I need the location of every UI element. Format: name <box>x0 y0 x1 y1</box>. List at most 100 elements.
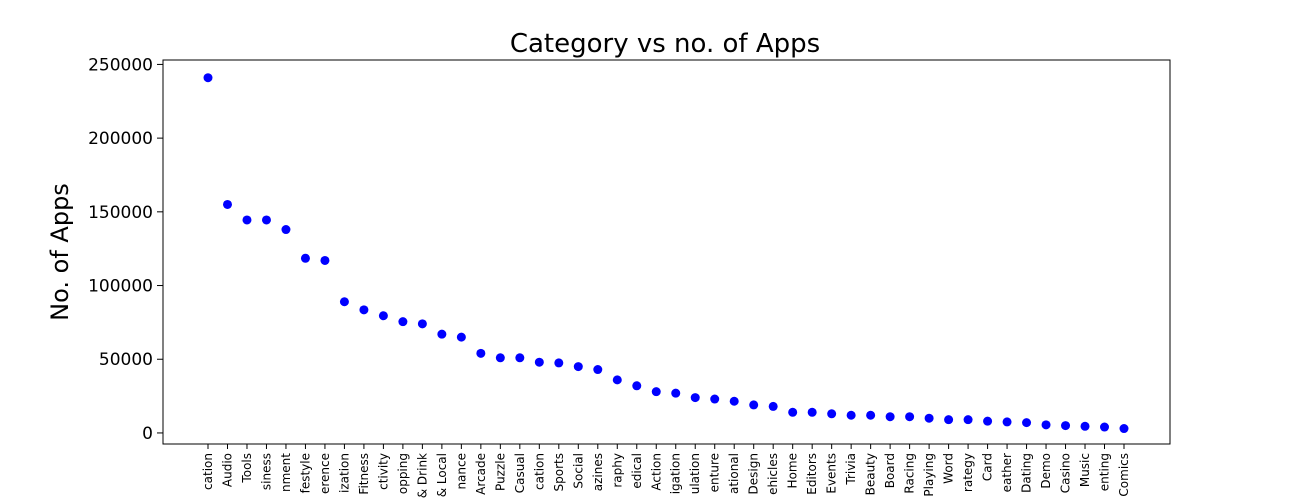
x-tick-label: cation <box>532 453 546 490</box>
y-tick-label: 0 <box>142 424 153 444</box>
x-tick-label: Word <box>942 453 956 484</box>
x-tick-label: Sports <box>552 453 566 491</box>
data-point <box>885 412 895 422</box>
data-point <box>437 329 447 339</box>
data-point <box>261 215 271 225</box>
data-point <box>963 415 973 425</box>
data-point <box>1022 418 1032 428</box>
data-point <box>534 357 544 367</box>
data-point <box>983 416 993 426</box>
data-point <box>710 394 720 404</box>
data-point <box>612 375 622 385</box>
x-tick-label: Arcade <box>474 453 488 495</box>
data-point <box>281 225 291 235</box>
data-point <box>827 409 837 419</box>
x-tick-label: Playing <box>922 453 936 497</box>
x-tick-label: ization <box>337 453 351 493</box>
x-tick-label: Demo <box>1039 453 1053 489</box>
x-tick-label: enting <box>1098 453 1112 491</box>
x-tick-label: Dating <box>1020 453 1034 493</box>
x-tick-label: & Drink <box>415 453 429 498</box>
x-tick-label: ehicles <box>766 453 780 495</box>
data-point <box>788 407 798 417</box>
x-tick-label: Casual <box>513 453 527 493</box>
x-tick-label: Social <box>571 453 585 489</box>
data-point <box>846 410 856 420</box>
x-tick-label: enture <box>708 453 722 492</box>
x-tick-label: & Local <box>435 453 449 497</box>
x-tick-label: Editors <box>805 453 819 495</box>
data-point <box>671 388 681 398</box>
y-tick-label: 250000 <box>88 55 153 75</box>
x-tick-label: Home <box>786 453 800 488</box>
data-point <box>1041 420 1051 430</box>
x-tick-label: nment <box>279 453 293 492</box>
x-tick-label: edical <box>630 453 644 489</box>
x-tick-label: Action <box>649 453 663 491</box>
x-tick-label: Casino <box>1059 453 1073 493</box>
x-tick-label: ational <box>727 453 741 494</box>
data-point <box>593 365 603 375</box>
plot-frame <box>162 59 1171 445</box>
x-tick-label: nance <box>454 453 468 490</box>
x-tick-label: eather <box>1000 453 1014 492</box>
data-point <box>905 412 915 422</box>
data-point <box>515 353 525 363</box>
data-point <box>417 319 427 329</box>
x-tick-label: Racing <box>903 453 917 494</box>
x-tick-label: siness <box>259 453 273 490</box>
data-point <box>807 407 817 417</box>
x-tick-label: Trivia <box>844 453 858 486</box>
y-tick-label: 150000 <box>88 203 153 223</box>
y-tick-label: 50000 <box>99 350 153 370</box>
data-point <box>866 410 876 420</box>
data-point <box>320 255 330 265</box>
data-point <box>339 297 349 307</box>
chart-title: Category vs no. of Apps <box>510 29 820 59</box>
data-point <box>222 199 232 209</box>
data-point <box>729 396 739 406</box>
x-tick-label: Comics <box>1117 453 1131 497</box>
data-point <box>749 400 759 410</box>
data-point <box>242 215 252 225</box>
x-tick-label: azines <box>591 453 605 491</box>
x-tick-label: Music <box>1078 453 1092 487</box>
x-tick-label: rategy <box>961 453 975 492</box>
x-tick-label: opping <box>396 453 410 494</box>
x-tick-label: raphy <box>610 453 624 488</box>
x-tick-label: ctivity <box>376 453 390 490</box>
data-point <box>1100 422 1110 432</box>
data-point <box>398 317 408 327</box>
data-point <box>456 332 466 342</box>
data-point <box>944 415 954 425</box>
x-tick-label: Events <box>825 453 839 494</box>
data-point <box>924 413 934 423</box>
data-point <box>690 393 700 403</box>
data-point <box>632 381 642 391</box>
x-tick-label: igation <box>669 453 683 494</box>
data-point <box>573 362 583 372</box>
data-point <box>476 348 486 358</box>
x-tick-label: ulation <box>688 453 702 494</box>
data-point <box>1002 417 1012 427</box>
data-point <box>495 353 505 363</box>
data-point <box>203 73 213 83</box>
x-axis: cation Audio Tools siness nment festyle erence… <box>201 444 1131 498</box>
x-tick-label: erence <box>318 453 332 494</box>
x-tick-label: Fitness <box>357 453 371 495</box>
data-point <box>651 387 661 397</box>
x-tick-label: Tools <box>240 453 254 484</box>
data-point <box>300 253 310 263</box>
x-tick-label: Card <box>981 453 995 481</box>
data-point <box>1080 421 1090 431</box>
x-tick-label: Puzzle <box>493 453 507 491</box>
x-tick-label: Design <box>747 453 761 494</box>
x-tick-label: Audio <box>220 453 234 487</box>
data-point <box>554 358 564 368</box>
y-axis: 0 50000 100000 150000 200000 250000 <box>88 55 163 444</box>
data-point <box>359 305 369 315</box>
x-tick-label: festyle <box>298 453 312 493</box>
y-tick-label: 100000 <box>88 277 153 297</box>
x-tick-label: Beauty <box>864 453 878 495</box>
